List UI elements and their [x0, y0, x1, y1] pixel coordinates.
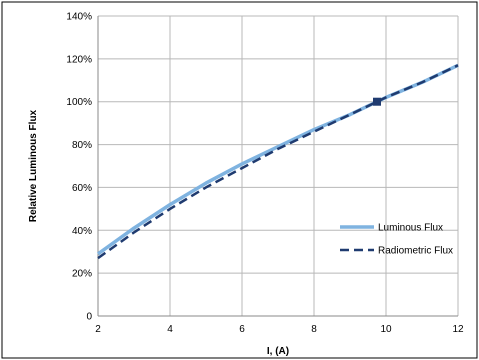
legend-label-1: Radiometric Flux — [378, 246, 453, 257]
y-axis-title: Relative Luminous Flux — [28, 109, 39, 222]
y-tick-label-6: 120% — [66, 54, 92, 65]
x-axis-title: I, (A) — [267, 346, 289, 357]
y-tick-label-5: 100% — [66, 97, 92, 108]
x-tick-label-5: 12 — [452, 324, 464, 335]
legend-label-0: Luminous Flux — [378, 223, 443, 234]
x-tick-label-3: 8 — [311, 324, 317, 335]
y-tick-label-2: 40% — [72, 226, 92, 237]
plot-area — [98, 16, 458, 316]
y-tick-label-4: 80% — [72, 140, 92, 151]
y-tick-label-0: 0 — [86, 312, 92, 323]
x-tick-label-4: 10 — [380, 324, 392, 335]
x-tick-label-1: 4 — [167, 324, 173, 335]
y-tick-label-3: 60% — [72, 183, 92, 194]
data-marker-0 — [373, 97, 381, 106]
y-tick-label-1: 20% — [72, 269, 92, 280]
series-line-radiometric-flux — [97, 64, 459, 260]
x-tick-label-0: 2 — [95, 324, 101, 335]
x-tick-label-2: 6 — [239, 324, 245, 335]
y-tick-label-7: 140% — [66, 12, 92, 23]
